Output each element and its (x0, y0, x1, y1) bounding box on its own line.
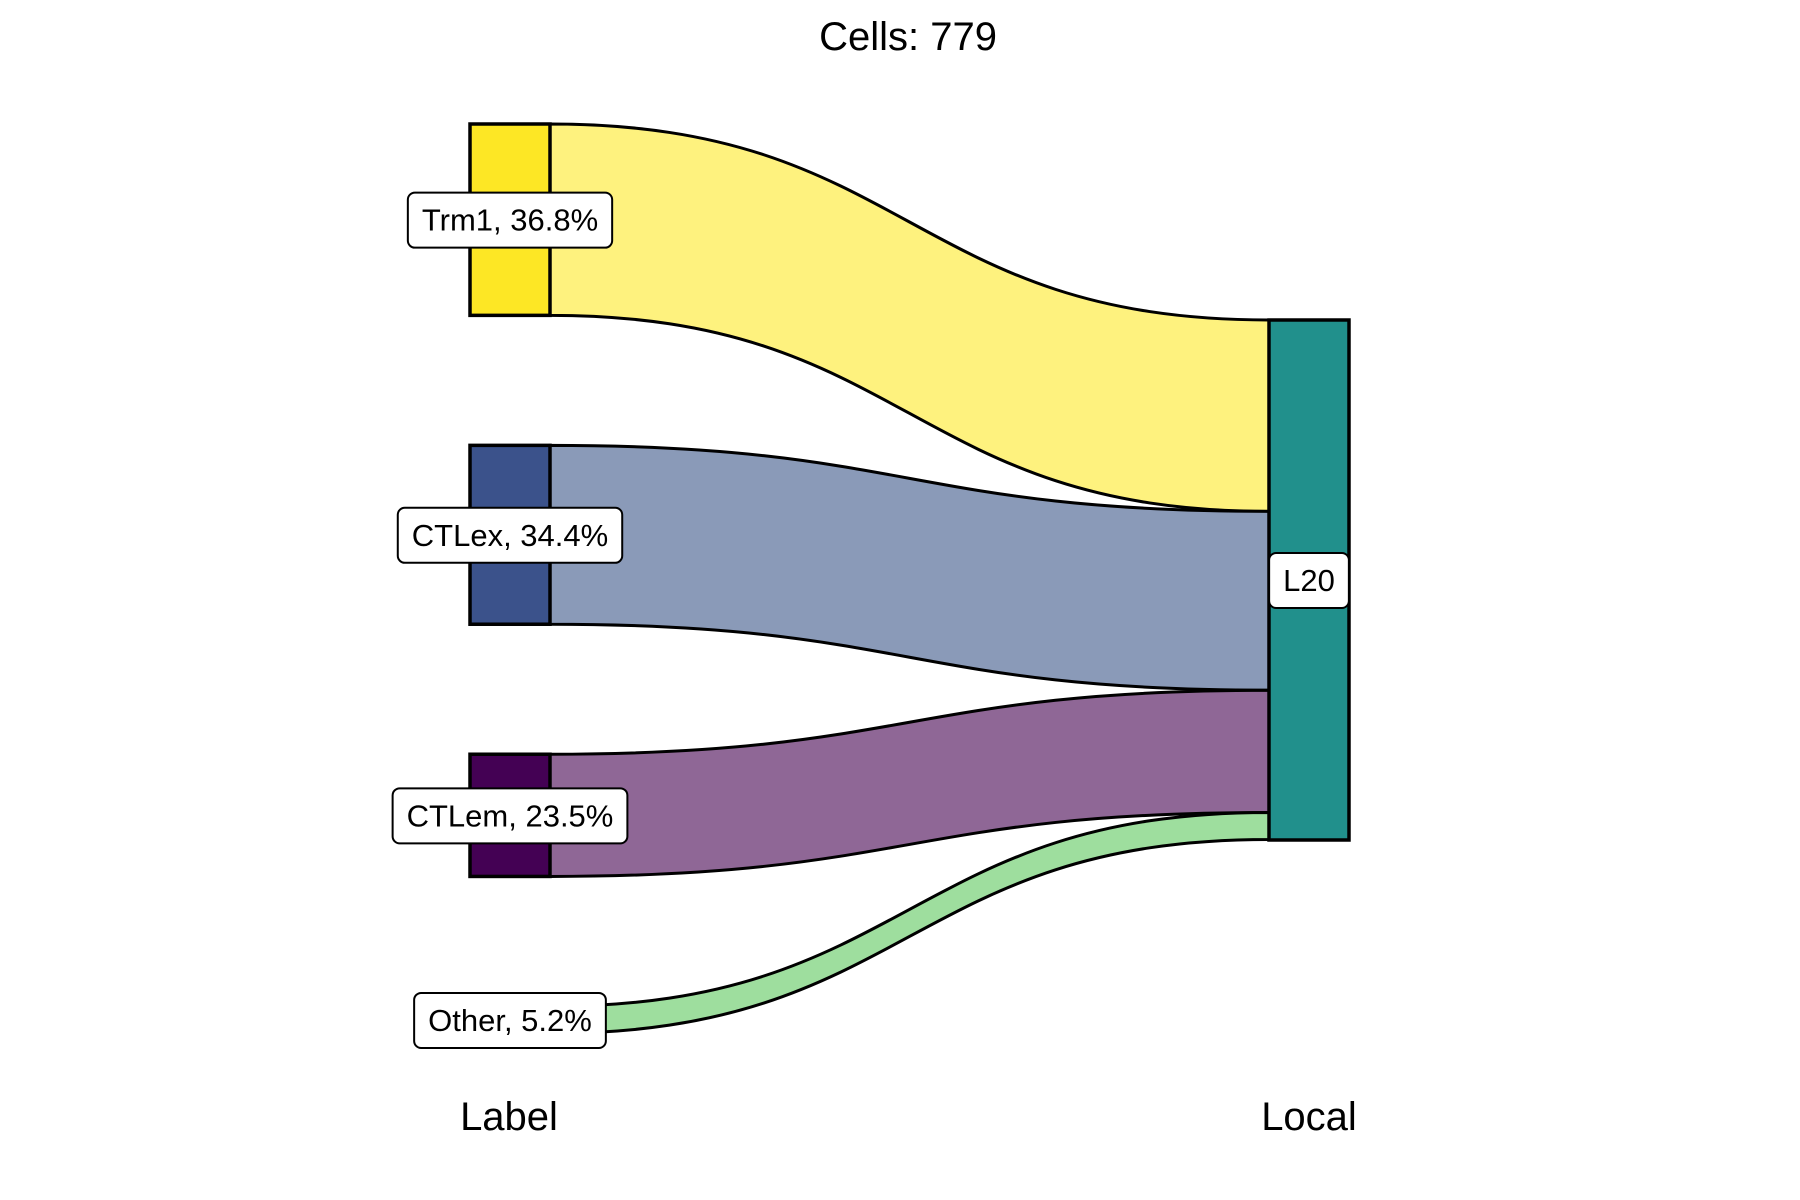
label-l20: L20 (1268, 552, 1350, 609)
label-ctlem-text: CTLem, 23.5% (407, 798, 614, 833)
flow-ctlem-to-l20 (548, 688, 1271, 878)
label-ctlex-box (396, 506, 624, 564)
label-trm1: Trm1, 36.8% (406, 191, 614, 249)
label-other-box (413, 991, 607, 1049)
label-l20-box (1268, 552, 1350, 609)
labels-layer: Trm1, 36.8% CTLex, 34.4% CTLem, 23.5% Other… (391, 191, 1350, 1049)
label-ctlex-text: CTLex, 34.4% (412, 518, 608, 553)
label-l20-text: L20 (1283, 563, 1335, 598)
label-ctlex: CTLex, 34.4% (396, 506, 624, 564)
label-trm1-text: Trm1, 36.8% (422, 203, 598, 238)
axis-label-left: Label (460, 1095, 558, 1139)
label-ctlem: CTLem, 23.5% (391, 787, 629, 845)
chart-title: Cells: 779 (819, 15, 997, 59)
label-trm1-box (406, 191, 614, 249)
label-ctlem-box (391, 787, 629, 845)
label-other-text: Other, 5.2% (428, 1003, 592, 1038)
flows-layer (548, 122, 1271, 1035)
axis-label-right: Local (1261, 1095, 1357, 1139)
label-other: Other, 5.2% (413, 991, 607, 1049)
